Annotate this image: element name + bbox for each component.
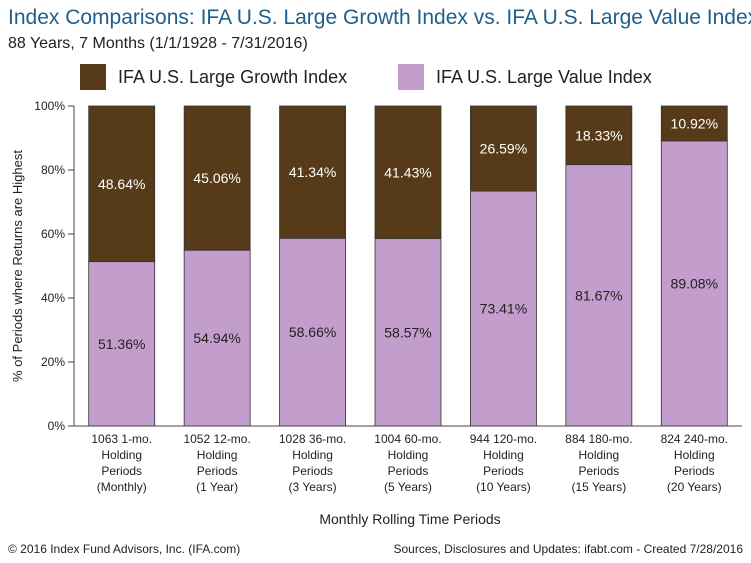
- data-label-growth: 18.33%: [575, 127, 622, 143]
- bar-segment-growth: [565, 105, 633, 166]
- x-tick-label: (15 Years): [572, 480, 627, 494]
- data-label-value: 89.08%: [671, 275, 718, 291]
- y-tick-label: 100%: [34, 99, 65, 113]
- x-tick-label: Holding: [483, 448, 524, 462]
- data-label-value: 58.66%: [289, 324, 336, 340]
- data-label-growth: 48.64%: [98, 176, 145, 192]
- chart-subtitle: 88 Years, 7 Months (1/1/1928 - 7/31/2016…: [8, 35, 308, 52]
- data-label-value: 58.57%: [384, 324, 431, 340]
- x-tick-label: Periods: [197, 464, 238, 478]
- data-label-growth: 41.34%: [289, 164, 336, 180]
- data-label-growth: 45.06%: [193, 170, 240, 186]
- x-tick-label: (5 Years): [384, 480, 432, 494]
- x-tick-label: (3 Years): [289, 480, 337, 494]
- x-tick-label: Holding: [101, 448, 142, 462]
- bar-segment-value: [183, 249, 251, 427]
- y-tick-label: 60%: [41, 227, 65, 241]
- x-tick-label: Periods: [674, 464, 715, 478]
- data-label-value: 73.41%: [480, 301, 527, 317]
- legend-swatch-value: [398, 64, 424, 90]
- x-tick-label: 824 240-mo.: [661, 432, 728, 446]
- legend-label-growth: IFA U.S. Large Growth Index: [118, 66, 348, 87]
- x-tick-label: Periods: [292, 464, 333, 478]
- x-tick-label: 1063 1-mo.: [91, 432, 152, 446]
- x-tick-label: Holding: [292, 448, 333, 462]
- legend-item-growth: IFA U.S. Large Growth Index: [80, 64, 347, 90]
- x-tick-label: 944 120-mo.: [470, 432, 537, 446]
- x-tick-label: 884 180-mo.: [565, 432, 632, 446]
- data-label-growth: 10.92%: [671, 115, 718, 131]
- footer-copyright: © 2016 Index Fund Advisors, Inc. (IFA.co…: [8, 542, 241, 556]
- x-tick-label: Holding: [197, 448, 238, 462]
- legend-label-value: IFA U.S. Large Value Index: [436, 66, 652, 87]
- data-label-growth: 41.43%: [384, 164, 431, 180]
- bar-segment-growth: [470, 105, 537, 192]
- legend-swatch-growth: [80, 64, 106, 90]
- y-tick-label: 40%: [41, 291, 65, 305]
- bar-segment-growth: [660, 105, 728, 142]
- chart-title: Index Comparisons: IFA U.S. Large Growth…: [8, 6, 751, 29]
- x-tick-label: 1028 36-mo.: [279, 432, 346, 446]
- x-tick-label: (20 Years): [667, 480, 722, 494]
- x-tick-label: 1004 60-mo.: [374, 432, 441, 446]
- bar-segment-growth: [279, 105, 346, 239]
- x-axis-title: Monthly Rolling Time Periods: [319, 511, 501, 527]
- bar-segment-growth: [183, 105, 251, 251]
- x-tick-label: Periods: [579, 464, 620, 478]
- x-tick-label: (10 Years): [476, 480, 531, 494]
- bar-segment-value: [660, 140, 728, 427]
- legend-item-value: IFA U.S. Large Value Index: [398, 64, 652, 90]
- x-tick-label: Holding: [388, 448, 429, 462]
- bar-segment-growth: [374, 105, 442, 239]
- x-tick-label: Holding: [579, 448, 620, 462]
- x-tick-label: Periods: [101, 464, 142, 478]
- x-tick-label: Holding: [674, 448, 715, 462]
- x-tick-label: Periods: [388, 464, 429, 478]
- y-tick-label: 0%: [48, 419, 66, 433]
- data-label-value: 81.67%: [575, 287, 622, 303]
- y-axis-title: % of Periods where Returns are Highest: [10, 150, 25, 382]
- x-tick-label: 1052 12-mo.: [183, 432, 250, 446]
- x-tick-label: (1 Year): [196, 480, 238, 494]
- bar-segment-value: [470, 190, 537, 427]
- y-tick-label: 80%: [41, 163, 65, 177]
- data-label-value: 51.36%: [98, 336, 145, 352]
- x-tick-label: Periods: [483, 464, 524, 478]
- footer-sources: Sources, Disclosures and Updates: ifabt.…: [393, 542, 743, 556]
- x-tick-label: (Monthly): [97, 480, 147, 494]
- bar-segment-value: [565, 164, 633, 427]
- bar-segment-growth: [88, 105, 156, 263]
- data-label-growth: 26.59%: [480, 141, 527, 157]
- data-label-value: 54.94%: [193, 330, 240, 346]
- y-tick-label: 20%: [41, 355, 65, 369]
- bar-segment-value: [279, 237, 346, 427]
